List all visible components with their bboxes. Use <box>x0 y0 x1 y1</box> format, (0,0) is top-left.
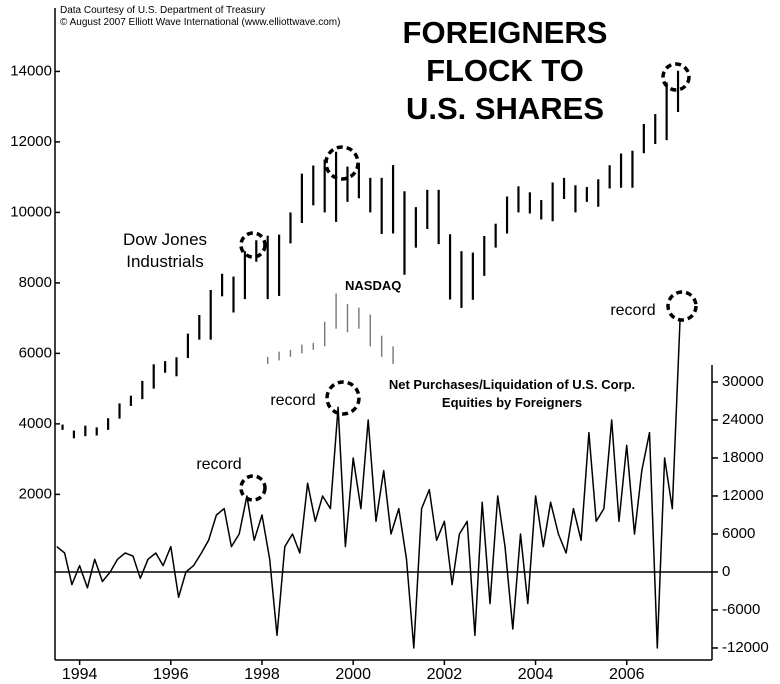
y2-tick-label: 24000 <box>722 411 764 428</box>
y2-tick-label: -6000 <box>722 601 760 618</box>
x-tick-label: 2000 <box>335 666 371 683</box>
source: Data Courtesy of U.S. Department of Trea… <box>60 5 340 29</box>
y-tick-label: 14000 <box>10 62 52 79</box>
highlight-circle <box>239 474 267 502</box>
series-line <box>56 318 681 649</box>
title-line: U.S. SHARES <box>405 91 605 126</box>
title-line: FLOCK TO <box>426 53 584 88</box>
x-tick-label: 1996 <box>153 666 189 683</box>
title-line: FOREIGNERS <box>402 15 608 50</box>
highlight-circle <box>239 231 267 259</box>
annotation: record <box>610 302 655 319</box>
x-tick-label: 2006 <box>609 666 645 683</box>
series-label: NASDAQ <box>345 278 402 293</box>
series-label: Dow Jones Industrials <box>122 230 208 271</box>
highlight-circles <box>239 62 698 502</box>
y-tick-label: 6000 <box>19 344 52 361</box>
y-tick-label: 2000 <box>19 485 52 502</box>
y2-tick-label: 12000 <box>722 487 764 504</box>
annotation: record <box>196 456 241 473</box>
y2-tick-label: 0 <box>722 563 730 580</box>
y2-tick-label: 18000 <box>722 449 764 466</box>
highlight-circle <box>666 290 698 322</box>
chart-title: FOREIGNERS FLOCK TO U.S. SHARES <box>380 14 630 128</box>
y-tick-label: 10000 <box>10 203 52 220</box>
x-tick-label: 1994 <box>62 666 98 683</box>
y2-tick-label: -12000 <box>722 639 769 656</box>
highlight-circle <box>661 62 691 92</box>
highlight-circle <box>324 145 360 181</box>
source-line: © August 2007 Elliott Wave International… <box>60 17 341 28</box>
x-tick-label: 1998 <box>244 666 280 683</box>
y2-tick-label: 6000 <box>722 525 755 542</box>
y-tick-label: 4000 <box>19 415 52 432</box>
highlight-circle <box>325 380 361 416</box>
y-tick-label: 8000 <box>19 274 52 291</box>
series-label: Net Purchases/Liquidation of U.S. Corp. … <box>388 377 636 410</box>
source-line: Data Courtesy of U.S. Department of Trea… <box>60 5 266 16</box>
y2-tick-label: 30000 <box>722 373 764 390</box>
y-tick-label: 12000 <box>10 133 52 150</box>
x-tick-label: 2004 <box>518 666 554 683</box>
x-tick-label: 2002 <box>427 666 463 683</box>
annotation: record <box>270 392 315 409</box>
